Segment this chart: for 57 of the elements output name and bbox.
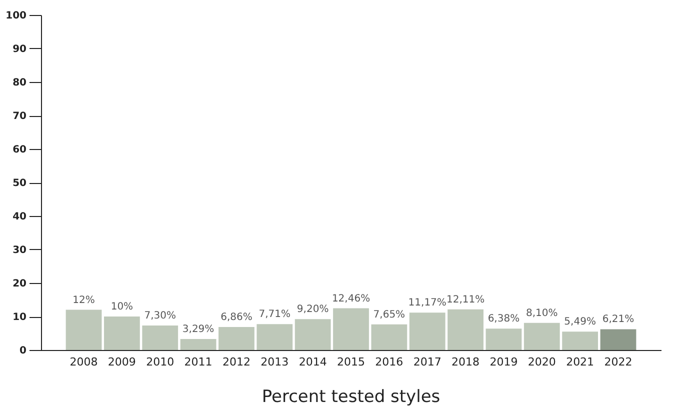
data-label: 12,46% bbox=[332, 293, 370, 304]
data-label: 6,86% bbox=[220, 312, 252, 324]
data-label: 12,11% bbox=[446, 294, 485, 306]
x-tick-label: 2020 bbox=[528, 356, 556, 368]
x-tick-label: 2010 bbox=[146, 356, 174, 368]
x-tick-label: 2022 bbox=[604, 356, 632, 368]
bar bbox=[524, 322, 560, 350]
bar bbox=[600, 329, 636, 350]
text: Percent tested styles bbox=[262, 387, 440, 407]
y-tick-label: 100 bbox=[6, 10, 27, 22]
y-tick-label: 60 bbox=[12, 144, 27, 156]
bar bbox=[371, 324, 408, 350]
bar bbox=[66, 310, 102, 350]
x-tick-label: 2011 bbox=[184, 356, 212, 368]
bar bbox=[256, 324, 293, 350]
x-tick-label: 2015 bbox=[337, 356, 365, 368]
bar bbox=[333, 308, 369, 350]
x-tick-label: 2008 bbox=[70, 356, 98, 368]
x-tick-label: 2021 bbox=[566, 356, 594, 368]
y-tick-label: 0 bbox=[20, 346, 27, 356]
data-label: 8,10% bbox=[526, 308, 558, 319]
data-label: 3,29% bbox=[182, 324, 214, 335]
x-tick-label: 2017 bbox=[413, 356, 442, 368]
y-tick-label: 20 bbox=[12, 278, 27, 290]
x-tick-label: 2009 bbox=[108, 356, 136, 368]
bar bbox=[218, 327, 254, 350]
bar bbox=[562, 332, 598, 350]
y-tick-label: 80 bbox=[12, 78, 27, 88]
y-tick-label: 40 bbox=[12, 212, 27, 222]
data-label: 7,71% bbox=[258, 309, 291, 320]
data-label: 6,21% bbox=[602, 314, 634, 326]
bar bbox=[294, 319, 331, 350]
x-tick-label: 2019 bbox=[490, 356, 518, 368]
bar bbox=[142, 326, 178, 350]
x-tick-label: 2013 bbox=[260, 356, 289, 368]
data-label: 9,20% bbox=[296, 304, 329, 316]
x-tick-label: 2016 bbox=[375, 356, 404, 368]
data-label: 10% bbox=[110, 302, 134, 312]
bar bbox=[180, 338, 216, 350]
data-label: 7,65% bbox=[373, 309, 406, 320]
data-label: 12% bbox=[72, 294, 95, 306]
bar bbox=[448, 309, 484, 350]
data-label: 11,17% bbox=[408, 298, 446, 309]
y-tick-label: 70 bbox=[12, 111, 27, 122]
data-label: 6,38% bbox=[488, 314, 520, 325]
bar bbox=[409, 312, 446, 350]
x-tick-label: 2014 bbox=[298, 356, 327, 368]
data-label: 7,30% bbox=[144, 310, 176, 322]
x-tick-label: 2012 bbox=[222, 356, 250, 368]
y-tick-label: 10 bbox=[12, 312, 27, 323]
y-tick-label: 50 bbox=[12, 178, 27, 189]
data-label: 5,49% bbox=[564, 316, 596, 328]
y-tick-label: 30 bbox=[12, 245, 27, 256]
x-tick-label: 2018 bbox=[452, 356, 480, 368]
y-tick-label: 90 bbox=[12, 44, 27, 55]
bar bbox=[104, 316, 140, 350]
bar bbox=[486, 328, 522, 350]
